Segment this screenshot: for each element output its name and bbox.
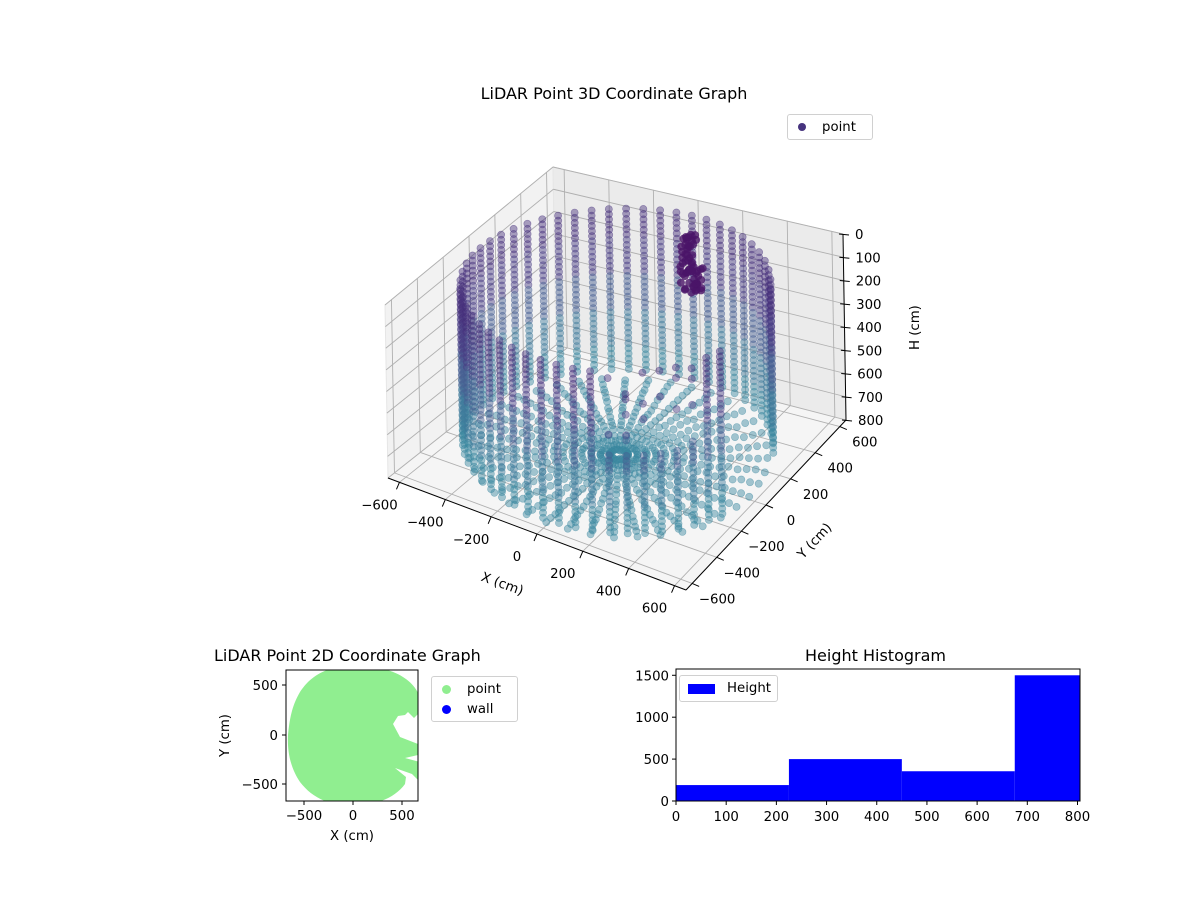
tick-label: 500 — [857, 344, 882, 359]
svg-text:500: 500 — [644, 753, 669, 768]
tick-label: −600 — [361, 498, 398, 513]
tick-label: 0 — [855, 228, 863, 243]
plot2d-xtick: 500 — [389, 809, 414, 824]
wall-marker-icon — [442, 704, 451, 714]
svg-text:800: 800 — [1065, 810, 1090, 825]
height-swatch-icon — [688, 683, 716, 694]
plot3d-zlabel: H (cm) — [908, 305, 923, 350]
tick-label: 200 — [803, 488, 828, 503]
tick-label: 600 — [852, 436, 877, 451]
tick-label: 200 — [550, 567, 575, 582]
tick-label: −400 — [407, 516, 444, 531]
plot3d-title: LiDAR Point 3D Coordinate Graph — [480, 84, 748, 103]
tick-label: −600 — [699, 592, 736, 607]
tick-label: 400 — [857, 321, 882, 336]
legend-label: Height — [727, 681, 771, 696]
hist-bar — [676, 785, 789, 801]
tick-label: 700 — [858, 391, 883, 406]
plot2d-points — [287, 670, 418, 801]
tick-label: 800 — [858, 414, 883, 429]
hist-canvas: 0 100 200 300 400 500 600 700 800 0 500 1000 1500 — [635, 668, 1090, 825]
point-marker-icon — [442, 684, 451, 694]
plot3d-canvas: −600−400−2000200400600−600−400−200020040… — [361, 165, 883, 617]
svg-text:0: 0 — [661, 795, 669, 810]
tick-label: 0 — [513, 550, 521, 565]
legend-item-wall: wall — [432, 699, 517, 719]
svg-text:500: 500 — [914, 810, 939, 825]
legend-label: point — [822, 119, 856, 135]
legend-label: wall — [467, 701, 494, 717]
plot3d-points — [456, 204, 778, 542]
plot2d-xtick: −500 — [286, 809, 323, 824]
plot2d-ytick: −500 — [241, 778, 278, 793]
svg-text:0: 0 — [672, 810, 680, 825]
legend-item-point: point — [432, 679, 517, 699]
plot2d-xtick: 0 — [349, 809, 357, 824]
plot3d-legend: point — [787, 114, 873, 140]
svg-text:100: 100 — [713, 810, 738, 825]
plot2d-ylabel: Y (cm) — [218, 714, 233, 757]
legend-label: point — [467, 681, 501, 697]
plot2d-legend: point wall — [431, 676, 518, 722]
tick-label: 600 — [642, 602, 667, 617]
svg-text:300: 300 — [814, 810, 839, 825]
hist-legend: Height — [679, 675, 778, 702]
tick-label: 300 — [856, 298, 881, 313]
tick-label: −400 — [724, 566, 761, 581]
legend-item-height: Height — [680, 676, 777, 701]
legend-item-point: point — [788, 115, 872, 139]
svg-text:600: 600 — [964, 810, 989, 825]
svg-text:700: 700 — [1015, 810, 1040, 825]
svg-text:1000: 1000 — [635, 711, 669, 726]
tick-label: 600 — [857, 368, 882, 383]
plot2d-title: LiDAR Point 2D Coordinate Graph — [214, 646, 481, 665]
plot2d-ytick: 0 — [270, 729, 278, 744]
tick-label: 0 — [787, 514, 795, 529]
tick-label: 200 — [856, 275, 881, 290]
point-marker-icon — [798, 123, 806, 131]
tick-label: −200 — [748, 540, 785, 555]
tick-label: −200 — [453, 533, 490, 548]
svg-text:200: 200 — [764, 810, 789, 825]
plot2d-xlabel: X (cm) — [330, 829, 374, 844]
hist-bar — [901, 771, 1015, 801]
hist-bar — [788, 759, 902, 801]
hist-bars — [676, 675, 1080, 801]
plot2d-ytick: 500 — [253, 679, 278, 694]
tick-label: 400 — [828, 462, 853, 477]
tick-label: 400 — [596, 584, 621, 599]
hist-title: Height Histogram — [805, 646, 946, 665]
tick-label: 100 — [855, 251, 880, 266]
plot2d-canvas: 500 0 −500 −500 0 500 — [241, 669, 419, 824]
svg-text:1500: 1500 — [635, 669, 669, 684]
hist-bar — [1014, 675, 1080, 801]
plot3d-axes: −600−400−2000200400600−600−400−200020040… — [361, 228, 883, 617]
svg-text:400: 400 — [864, 810, 889, 825]
hist-ticks: 0 100 200 300 400 500 600 700 800 0 500 1000 1500 — [635, 669, 1090, 825]
